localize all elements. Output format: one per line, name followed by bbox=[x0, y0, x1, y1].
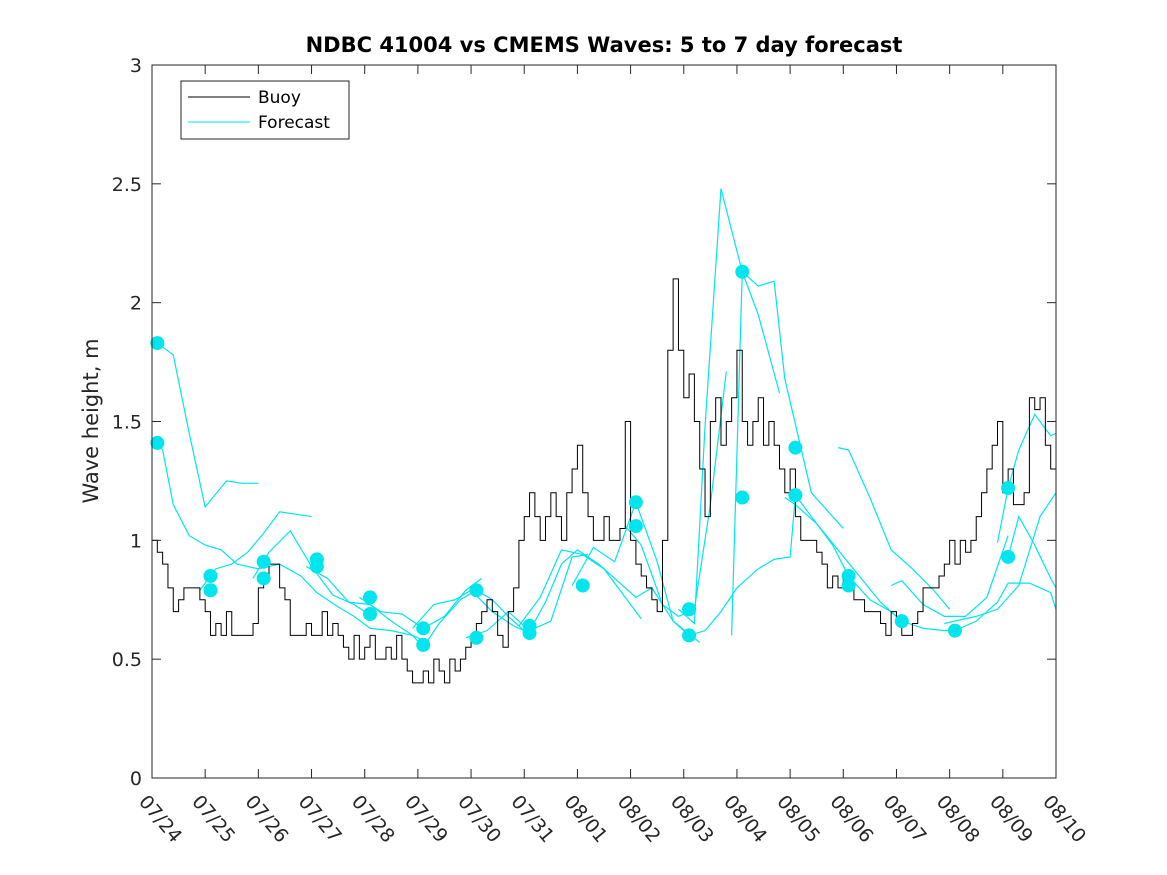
forecast-marker bbox=[947, 623, 962, 638]
y-tick-label: 2.5 bbox=[112, 174, 142, 196]
y-axis-label: Wave height, m bbox=[79, 338, 103, 503]
forecast-marker bbox=[575, 578, 590, 593]
forecast-run-line bbox=[890, 535, 1009, 617]
forecast-marker bbox=[150, 435, 165, 450]
forecast-marker bbox=[894, 614, 909, 629]
forecast-marker bbox=[469, 630, 484, 645]
x-tick-label: 07/30 bbox=[453, 791, 505, 847]
x-tick-label: 07/26 bbox=[241, 791, 293, 847]
chart-title: NDBC 41004 vs CMEMS Waves: 5 to 7 day fo… bbox=[306, 33, 903, 57]
y-axis: 0 0.5 1 1.5 2 2.5 3 bbox=[112, 55, 1056, 790]
x-tick-label: 08/10 bbox=[1038, 791, 1090, 847]
forecast-marker bbox=[256, 554, 271, 569]
x-tick-label: 08/05 bbox=[772, 791, 824, 847]
forecast-run-line bbox=[199, 511, 312, 591]
y-tick-label: 2 bbox=[130, 293, 142, 315]
forecast-run-line bbox=[944, 492, 1057, 625]
legend: Buoy Forecast bbox=[180, 80, 350, 140]
x-tick-label: 08/07 bbox=[879, 791, 931, 847]
y-tick-label: 0.5 bbox=[112, 649, 142, 671]
forecast-marker bbox=[1001, 481, 1016, 496]
forecast-run-line bbox=[156, 342, 259, 509]
forecast-marker bbox=[682, 628, 697, 643]
forecast-marker bbox=[682, 602, 697, 617]
forecast-marker bbox=[522, 626, 537, 641]
x-tick-label: 07/29 bbox=[400, 791, 452, 847]
x-tick-label: 07/28 bbox=[347, 791, 399, 847]
forecast-marker bbox=[309, 559, 324, 574]
x-tick-label: 08/03 bbox=[666, 791, 718, 847]
y-tick-label: 3 bbox=[130, 55, 142, 77]
forecast-marker bbox=[416, 637, 431, 652]
forecast-marker bbox=[256, 571, 271, 586]
forecast-run-line bbox=[996, 413, 1057, 543]
forecast-run-line bbox=[518, 549, 642, 627]
legend-box bbox=[180, 80, 350, 140]
forecast-marker bbox=[735, 490, 750, 505]
forecast-run-line bbox=[1007, 514, 1057, 589]
legend-forecast-label: Forecast bbox=[258, 113, 330, 133]
x-tick-label: 08/01 bbox=[560, 791, 612, 847]
y-tick-label: 1 bbox=[130, 530, 142, 552]
forecast-marker bbox=[628, 519, 643, 534]
forecast-markers bbox=[150, 264, 1016, 652]
forecast-marker bbox=[203, 568, 218, 583]
forecast-marker bbox=[628, 495, 643, 510]
forecast-marker bbox=[363, 607, 378, 622]
x-tick-label: 08/02 bbox=[613, 791, 665, 847]
plot-area bbox=[152, 65, 1056, 778]
x-tick-label: 07/25 bbox=[187, 791, 239, 847]
x-tick-label: 07/24 bbox=[134, 791, 186, 847]
y-tick-label: 1.5 bbox=[112, 412, 142, 434]
y-tick-label: 0 bbox=[130, 768, 142, 790]
forecast-marker bbox=[363, 590, 378, 605]
forecast-run-line bbox=[678, 188, 781, 625]
forecast-marker bbox=[735, 264, 750, 279]
x-tick-label: 07/31 bbox=[506, 791, 558, 847]
buoy-line bbox=[152, 278, 1057, 684]
forecast-marker bbox=[1001, 549, 1016, 564]
legend-buoy-label: Buoy bbox=[258, 88, 301, 108]
forecast-marker bbox=[788, 488, 803, 503]
forecast-run-line bbox=[837, 447, 951, 610]
x-tick-label: 08/04 bbox=[719, 791, 771, 847]
buoy-series-line bbox=[152, 278, 1057, 684]
x-tick-label: 07/27 bbox=[294, 791, 346, 847]
forecast-marker bbox=[841, 578, 856, 593]
forecast-marker bbox=[788, 440, 803, 455]
x-tick-label: 08/09 bbox=[985, 791, 1037, 847]
x-tick-label: 08/06 bbox=[825, 791, 877, 847]
forecast-marker bbox=[150, 336, 165, 351]
x-tick-label: 08/08 bbox=[932, 791, 984, 847]
forecast-marker bbox=[203, 583, 218, 598]
forecast-marker bbox=[469, 583, 484, 598]
forecast-marker bbox=[416, 621, 431, 636]
